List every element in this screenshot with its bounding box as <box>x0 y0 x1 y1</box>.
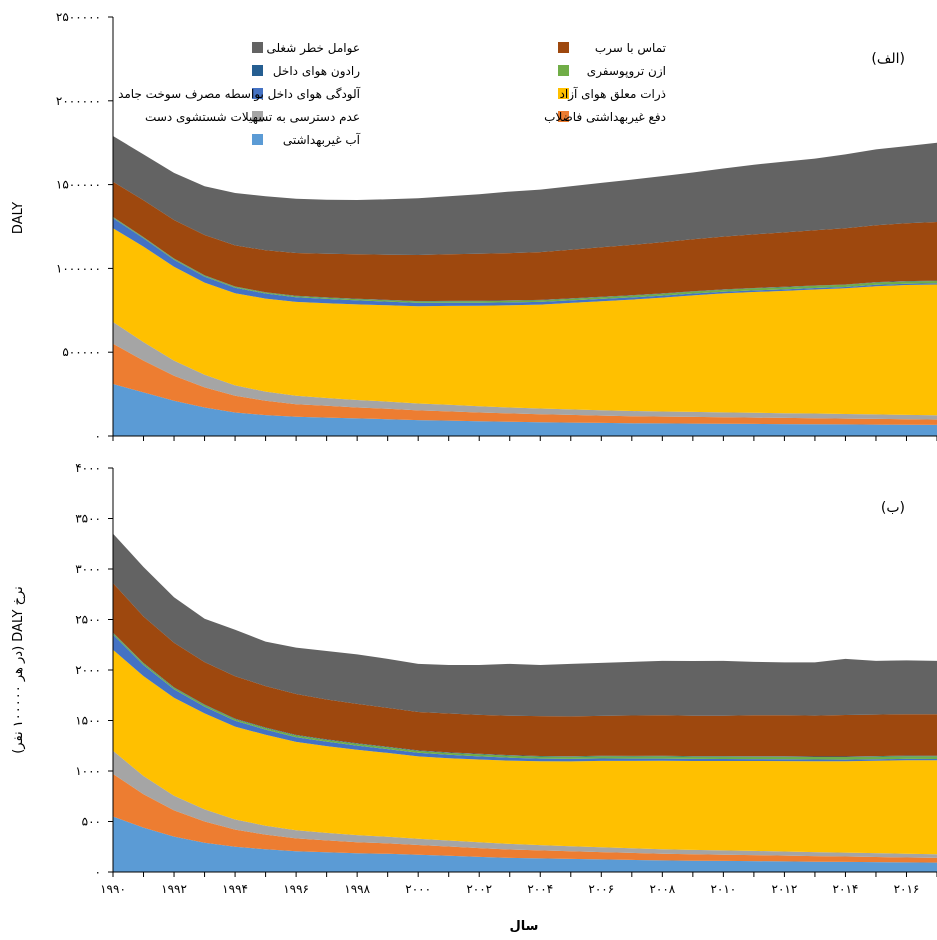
area-occupational-top <box>113 136 937 255</box>
y-tick-label: ۱۰۰۰۰۰۰ <box>56 261 101 275</box>
area-sanitation-bottom <box>113 774 937 863</box>
axes-bottom: ۰ ۵۰۰ ۱۰۰۰ ۱۵۰۰ ۲۰۰۰ ۲۵۰۰ ۳۰۰۰ ۳۵۰۰ ۴۰۰۰ <box>75 461 937 879</box>
area-layers-top <box>113 136 937 436</box>
x-tick-label: ۲۰۱۴ <box>833 882 859 896</box>
y-tick-label: ۲۰۰۰ <box>75 663 101 677</box>
legend: عوامل خطر شغلی تماس با سرب رادون هوای داخل… <box>118 41 666 148</box>
legend-label-household: آلودگی هوای داخل بواسطه مصرف سوخت جامد <box>118 86 361 102</box>
legend-label-handwashing: عدم دسترسی به تسهیلات شستشوی دست <box>145 110 360 125</box>
legend-label-radon: رادون هوای داخل <box>273 64 360 79</box>
y-tick-label: ۲۵۰۰ <box>75 613 101 627</box>
area-water-bottom <box>113 816 937 872</box>
x-tick-label: ۲۰۱۲ <box>772 882 798 896</box>
y-tick-label: ۵۰۰۰۰۰ <box>62 345 101 359</box>
legend-swatch-ozone <box>558 65 569 76</box>
legend-label-occupational: عوامل خطر شغلی <box>266 41 360 56</box>
x-tick-label: ۱۹۹۶ <box>283 882 309 896</box>
panel-tag-top: (الف) <box>871 51 905 67</box>
area-pm-top <box>113 228 937 416</box>
legend-swatch-lead <box>558 42 569 53</box>
area-water-top <box>113 384 937 436</box>
area-occupational-bottom <box>113 533 937 717</box>
legend-label-water: آب غیربهداشتی <box>283 132 361 148</box>
y-axis-label-bottom: نرخ DALY (در هر ۱۰۰۰۰۰ نفر) <box>11 586 26 754</box>
legend-label-lead: تماس با سرب <box>595 41 666 56</box>
y-tick-label: ۲۵۰۰۰۰۰ <box>56 10 101 24</box>
legend-label-pm: ذرات معلق هوای آزاد <box>560 86 666 102</box>
y-tick-label: ۰ <box>95 865 101 879</box>
y-tick-label: ۳۰۰۰ <box>75 562 101 576</box>
y-tick-label: ۱۰۰۰ <box>75 764 101 778</box>
x-tick-labels: ۱۹۹۰ ۱۹۹۲ ۱۹۹۴ ۱۹۹۶ ۱۹۹۸ ۲۰۰۰ ۲۰۰۲ ۲۰۰۴ ۲۰۰۶ ۲۰۰۸… <box>100 882 919 896</box>
x-tick-label: ۱۹۹۲ <box>161 882 187 896</box>
x-tick-label: ۱۹۹۴ <box>222 882 248 896</box>
legend-label-ozone: ازن تروپوسفری <box>587 64 666 79</box>
x-tick-label: ۲۰۰۰ <box>405 882 431 896</box>
area-layers-bottom <box>113 533 937 872</box>
x-axis-label: سال <box>510 919 539 934</box>
y-tick-label: ۳۵۰۰ <box>75 512 101 526</box>
x-tick-label: ۲۰۰۶ <box>588 882 614 896</box>
legend-swatch-sanitation <box>558 111 569 122</box>
y-tick-label: ۴۰۰۰ <box>75 461 101 475</box>
legend-swatch-handwashing <box>252 111 263 122</box>
chart-panel-top: ۰ ۵۰۰۰۰۰ ۱۰۰۰۰۰۰ ۱۵۰۰۰۰۰ ۲۰۰۰۰۰۰ ۲۵۰۰۰۰۰ (الف… <box>11 10 937 443</box>
y-tick-label: ۲۰۰۰۰۰۰ <box>56 94 101 108</box>
chart-panel-bottom: ۰ ۵۰۰ ۱۰۰۰ ۱۵۰۰ ۲۰۰۰ ۲۵۰۰ ۳۰۰۰ ۳۵۰۰ ۴۰۰۰ (ب) نرخ… <box>11 461 937 879</box>
panel-tag-bottom: (ب) <box>881 500 905 516</box>
y-tick-label: ۰ <box>95 429 101 443</box>
legend-label-sanitation: دفع غیربهداشتی فاضلاب <box>544 110 666 125</box>
x-tick-label: ۲۰۱۶ <box>894 882 920 896</box>
area-lead-top <box>113 181 937 302</box>
x-tick-label: ۲۰۰۸ <box>649 882 675 896</box>
x-tick-label: ۱۹۹۰ <box>100 882 126 896</box>
x-tick-label: ۲۰۱۰ <box>710 882 736 896</box>
legend-swatch-radon <box>252 65 263 76</box>
y-axis-label-top: DALY <box>11 202 26 234</box>
area-lead-bottom <box>113 583 937 757</box>
axes-top: ۰ ۵۰۰۰۰۰ ۱۰۰۰۰۰۰ ۱۵۰۰۰۰۰ ۲۰۰۰۰۰۰ ۲۵۰۰۰۰۰ <box>56 10 937 443</box>
y-tick-label: ۱۵۰۰ <box>75 714 101 728</box>
x-tick-label: ۲۰۰۴ <box>527 882 553 896</box>
legend-swatch-occupational <box>252 42 263 53</box>
legend-swatch-household <box>252 88 263 99</box>
legend-swatch-pm <box>558 88 569 99</box>
y-tick-label: ۵۰۰ <box>82 815 101 829</box>
x-tick-label: ۲۰۰۲ <box>466 882 492 896</box>
y-tick-label: ۱۵۰۰۰۰۰ <box>56 178 101 192</box>
legend-swatch-water <box>252 134 263 145</box>
area-pm-bottom <box>113 649 937 855</box>
x-tick-label: ۱۹۹۸ <box>344 882 370 896</box>
